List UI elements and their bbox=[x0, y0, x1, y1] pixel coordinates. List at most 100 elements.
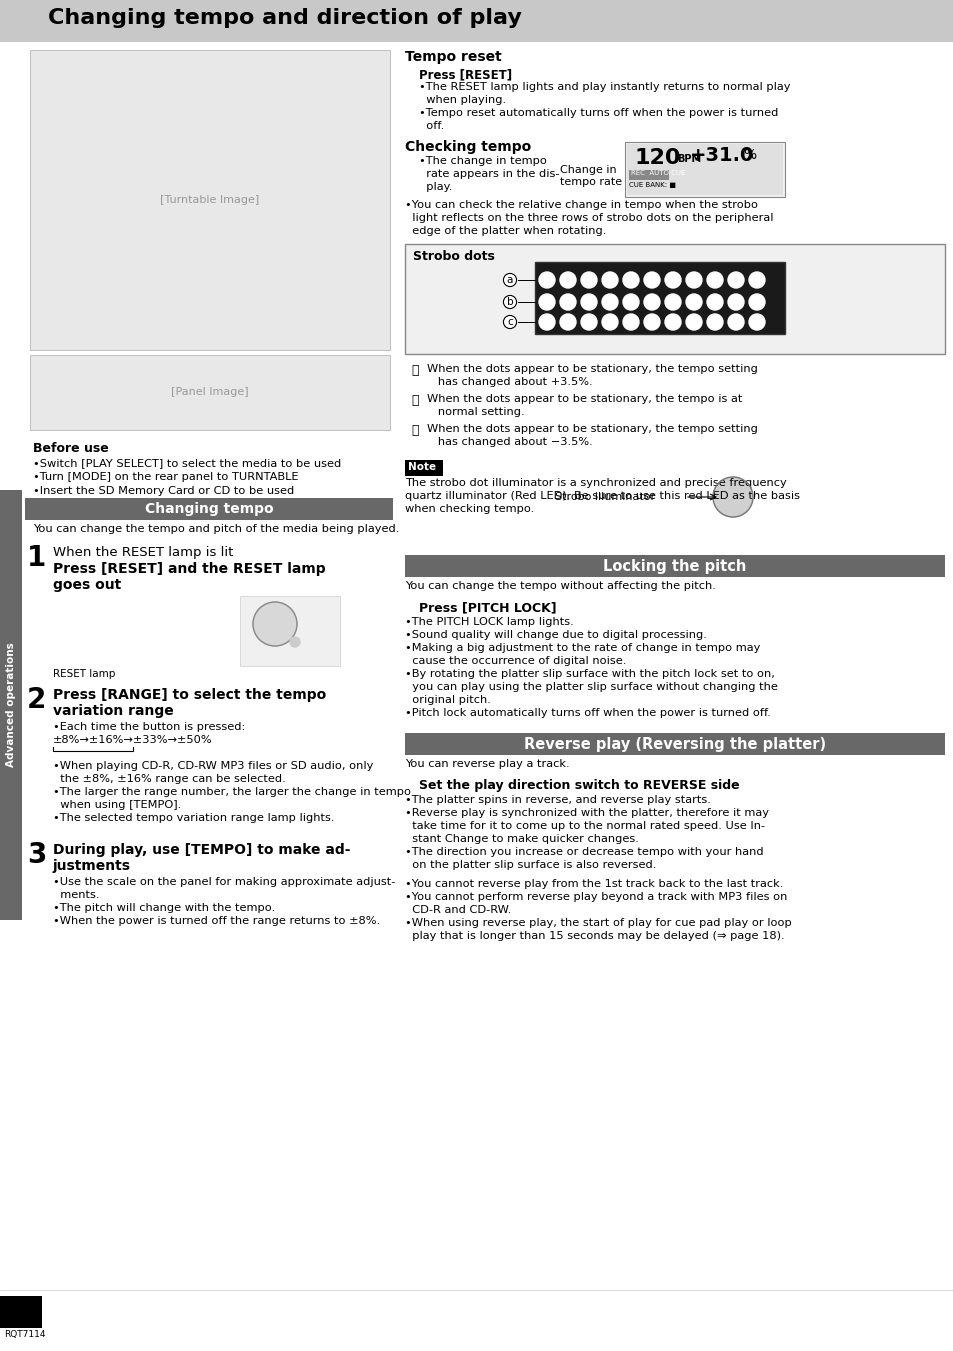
Circle shape bbox=[538, 272, 555, 288]
Text: •The platter spins in reverse, and reverse play starts.: •The platter spins in reverse, and rever… bbox=[405, 794, 710, 805]
Text: Press [RANGE] to select the tempo: Press [RANGE] to select the tempo bbox=[53, 688, 326, 703]
Text: +31.0: +31.0 bbox=[689, 146, 754, 165]
Text: Press [PITCH LOCK]: Press [PITCH LOCK] bbox=[418, 601, 556, 613]
Text: cause the occurrence of digital noise.: cause the occurrence of digital noise. bbox=[405, 657, 626, 666]
Text: The strobo dot illuminator is a synchronized and precise frequency: The strobo dot illuminator is a synchron… bbox=[405, 478, 786, 488]
Circle shape bbox=[253, 603, 296, 646]
Text: Strobo illuminator: Strobo illuminator bbox=[555, 492, 655, 503]
Text: ⓒ: ⓒ bbox=[411, 424, 418, 436]
Circle shape bbox=[706, 272, 722, 288]
Text: You can reverse play a track.: You can reverse play a track. bbox=[405, 759, 569, 769]
Text: When the RESET lamp is lit: When the RESET lamp is lit bbox=[53, 546, 233, 559]
Text: CD-R and CD-RW.: CD-R and CD-RW. bbox=[405, 905, 511, 915]
Circle shape bbox=[727, 295, 743, 309]
Text: REC  AUTO CUE: REC AUTO CUE bbox=[630, 170, 684, 176]
Text: •Turn [MODE] on the rear panel to TURNTABLE: •Turn [MODE] on the rear panel to TURNTA… bbox=[33, 471, 298, 482]
Circle shape bbox=[559, 313, 576, 330]
Text: •You cannot perform reverse play beyond a track with MP3 files on: •You cannot perform reverse play beyond … bbox=[405, 892, 786, 902]
Circle shape bbox=[706, 313, 722, 330]
Text: •You cannot reverse play from the 1st track back to the last track.: •You cannot reverse play from the 1st tr… bbox=[405, 880, 782, 889]
Circle shape bbox=[727, 272, 743, 288]
Text: goes out: goes out bbox=[53, 578, 121, 592]
Text: •Making a big adjustment to the rate of change in tempo may: •Making a big adjustment to the rate of … bbox=[405, 643, 760, 653]
Text: Press [RESET] and the RESET lamp: Press [RESET] and the RESET lamp bbox=[53, 562, 325, 576]
Text: has changed about +3.5%.: has changed about +3.5%. bbox=[427, 377, 592, 386]
Circle shape bbox=[290, 638, 299, 647]
Bar bbox=[405, 245, 944, 354]
Text: You can change the tempo without affecting the pitch.: You can change the tempo without affecti… bbox=[405, 581, 715, 590]
Text: •Each time the button is pressed:: •Each time the button is pressed: bbox=[53, 721, 245, 732]
Text: When the dots appear to be stationary, the tempo setting: When the dots appear to be stationary, t… bbox=[427, 363, 757, 374]
Text: •Use the scale on the panel for making approximate adjust-: •Use the scale on the panel for making a… bbox=[53, 877, 395, 888]
Circle shape bbox=[748, 295, 764, 309]
Circle shape bbox=[559, 272, 576, 288]
Bar bbox=[0, 1296, 42, 1328]
Text: b: b bbox=[506, 297, 513, 307]
Bar bbox=[0, 490, 22, 920]
Text: You can change the tempo and pitch of the media being played.: You can change the tempo and pitch of th… bbox=[33, 524, 399, 534]
Text: normal setting.: normal setting. bbox=[427, 407, 524, 417]
Text: Changing tempo: Changing tempo bbox=[145, 503, 273, 516]
Bar bbox=[0, 0, 953, 42]
Text: •You can check the relative change in tempo when the strobo: •You can check the relative change in te… bbox=[405, 200, 758, 209]
Circle shape bbox=[685, 313, 701, 330]
Text: Set the play direction switch to REVERSE side: Set the play direction switch to REVERSE… bbox=[418, 780, 739, 792]
Bar bbox=[405, 459, 442, 476]
Text: play that is longer than 15 seconds may be delayed (⇒ page 18).: play that is longer than 15 seconds may … bbox=[405, 931, 783, 942]
Circle shape bbox=[538, 313, 555, 330]
Circle shape bbox=[538, 295, 555, 309]
Bar bbox=[405, 734, 944, 755]
Bar bbox=[405, 555, 944, 577]
Text: When the dots appear to be stationary, the tempo setting: When the dots appear to be stationary, t… bbox=[427, 424, 757, 434]
Circle shape bbox=[622, 313, 639, 330]
Text: 1: 1 bbox=[27, 544, 46, 571]
Text: light reflects on the three rows of strobo dots on the peripheral: light reflects on the three rows of stro… bbox=[405, 213, 773, 223]
Text: Change in
tempo rate: Change in tempo rate bbox=[559, 165, 621, 186]
Text: •The direction you increase or decrease tempo with your hand: •The direction you increase or decrease … bbox=[405, 847, 762, 857]
Text: •When playing CD-R, CD-RW MP3 files or SD audio, only: •When playing CD-R, CD-RW MP3 files or S… bbox=[53, 761, 373, 771]
Text: on the platter slip surface is also reversed.: on the platter slip surface is also reve… bbox=[405, 861, 656, 870]
Text: justments: justments bbox=[53, 859, 131, 873]
Circle shape bbox=[748, 272, 764, 288]
Circle shape bbox=[712, 477, 752, 517]
Text: 16: 16 bbox=[6, 1297, 36, 1317]
Bar bbox=[628, 170, 668, 180]
Text: •The selected tempo variation range lamp lights.: •The selected tempo variation range lamp… bbox=[53, 813, 335, 823]
Text: •The RESET lamp lights and play instantly returns to normal play: •The RESET lamp lights and play instantl… bbox=[418, 82, 790, 92]
Text: Advanced operations: Advanced operations bbox=[6, 643, 16, 767]
Text: 120: 120 bbox=[635, 149, 680, 168]
Text: CUE BANK: ■: CUE BANK: ■ bbox=[628, 182, 676, 188]
Text: variation range: variation range bbox=[53, 704, 173, 717]
Text: During play, use [TEMPO] to make ad-: During play, use [TEMPO] to make ad- bbox=[53, 843, 350, 857]
Text: •Reverse play is synchronized with the platter, therefore it may: •Reverse play is synchronized with the p… bbox=[405, 808, 768, 817]
Text: [Panel Image]: [Panel Image] bbox=[171, 386, 249, 397]
Bar bbox=[535, 262, 784, 334]
Circle shape bbox=[559, 295, 576, 309]
Text: •Pitch lock automatically turns off when the power is turned off.: •Pitch lock automatically turns off when… bbox=[405, 708, 770, 717]
Circle shape bbox=[601, 272, 618, 288]
Bar bbox=[30, 355, 390, 430]
Text: c: c bbox=[507, 317, 513, 327]
Text: Press [RESET]: Press [RESET] bbox=[418, 68, 512, 81]
Text: quartz illuminator (Red LED). Be sure to use this red LED as the basis: quartz illuminator (Red LED). Be sure to… bbox=[405, 490, 800, 501]
Circle shape bbox=[580, 272, 597, 288]
Text: •Insert the SD Memory Card or CD to be used: •Insert the SD Memory Card or CD to be u… bbox=[33, 486, 294, 496]
Text: Note: Note bbox=[408, 462, 436, 471]
Text: Checking tempo: Checking tempo bbox=[405, 141, 531, 154]
Text: •The larger the range number, the larger the change in tempo: •The larger the range number, the larger… bbox=[53, 788, 411, 797]
Text: the ±8%, ±16% range can be selected.: the ±8%, ±16% range can be selected. bbox=[53, 774, 286, 784]
Text: off.: off. bbox=[418, 122, 444, 131]
Text: •The change in tempo: •The change in tempo bbox=[418, 155, 546, 166]
Text: BPM: BPM bbox=[677, 154, 700, 163]
Text: when using [TEMPO].: when using [TEMPO]. bbox=[53, 800, 181, 811]
Circle shape bbox=[664, 272, 680, 288]
Text: RESET lamp: RESET lamp bbox=[53, 669, 115, 680]
Circle shape bbox=[727, 313, 743, 330]
Bar bbox=[240, 596, 339, 666]
Text: ⓐ: ⓐ bbox=[411, 363, 418, 377]
Text: ments.: ments. bbox=[53, 890, 99, 900]
Text: you can play using the platter slip surface without changing the: you can play using the platter slip surf… bbox=[405, 682, 777, 692]
Circle shape bbox=[706, 295, 722, 309]
Circle shape bbox=[685, 295, 701, 309]
Text: [Turntable Image]: [Turntable Image] bbox=[160, 195, 259, 205]
